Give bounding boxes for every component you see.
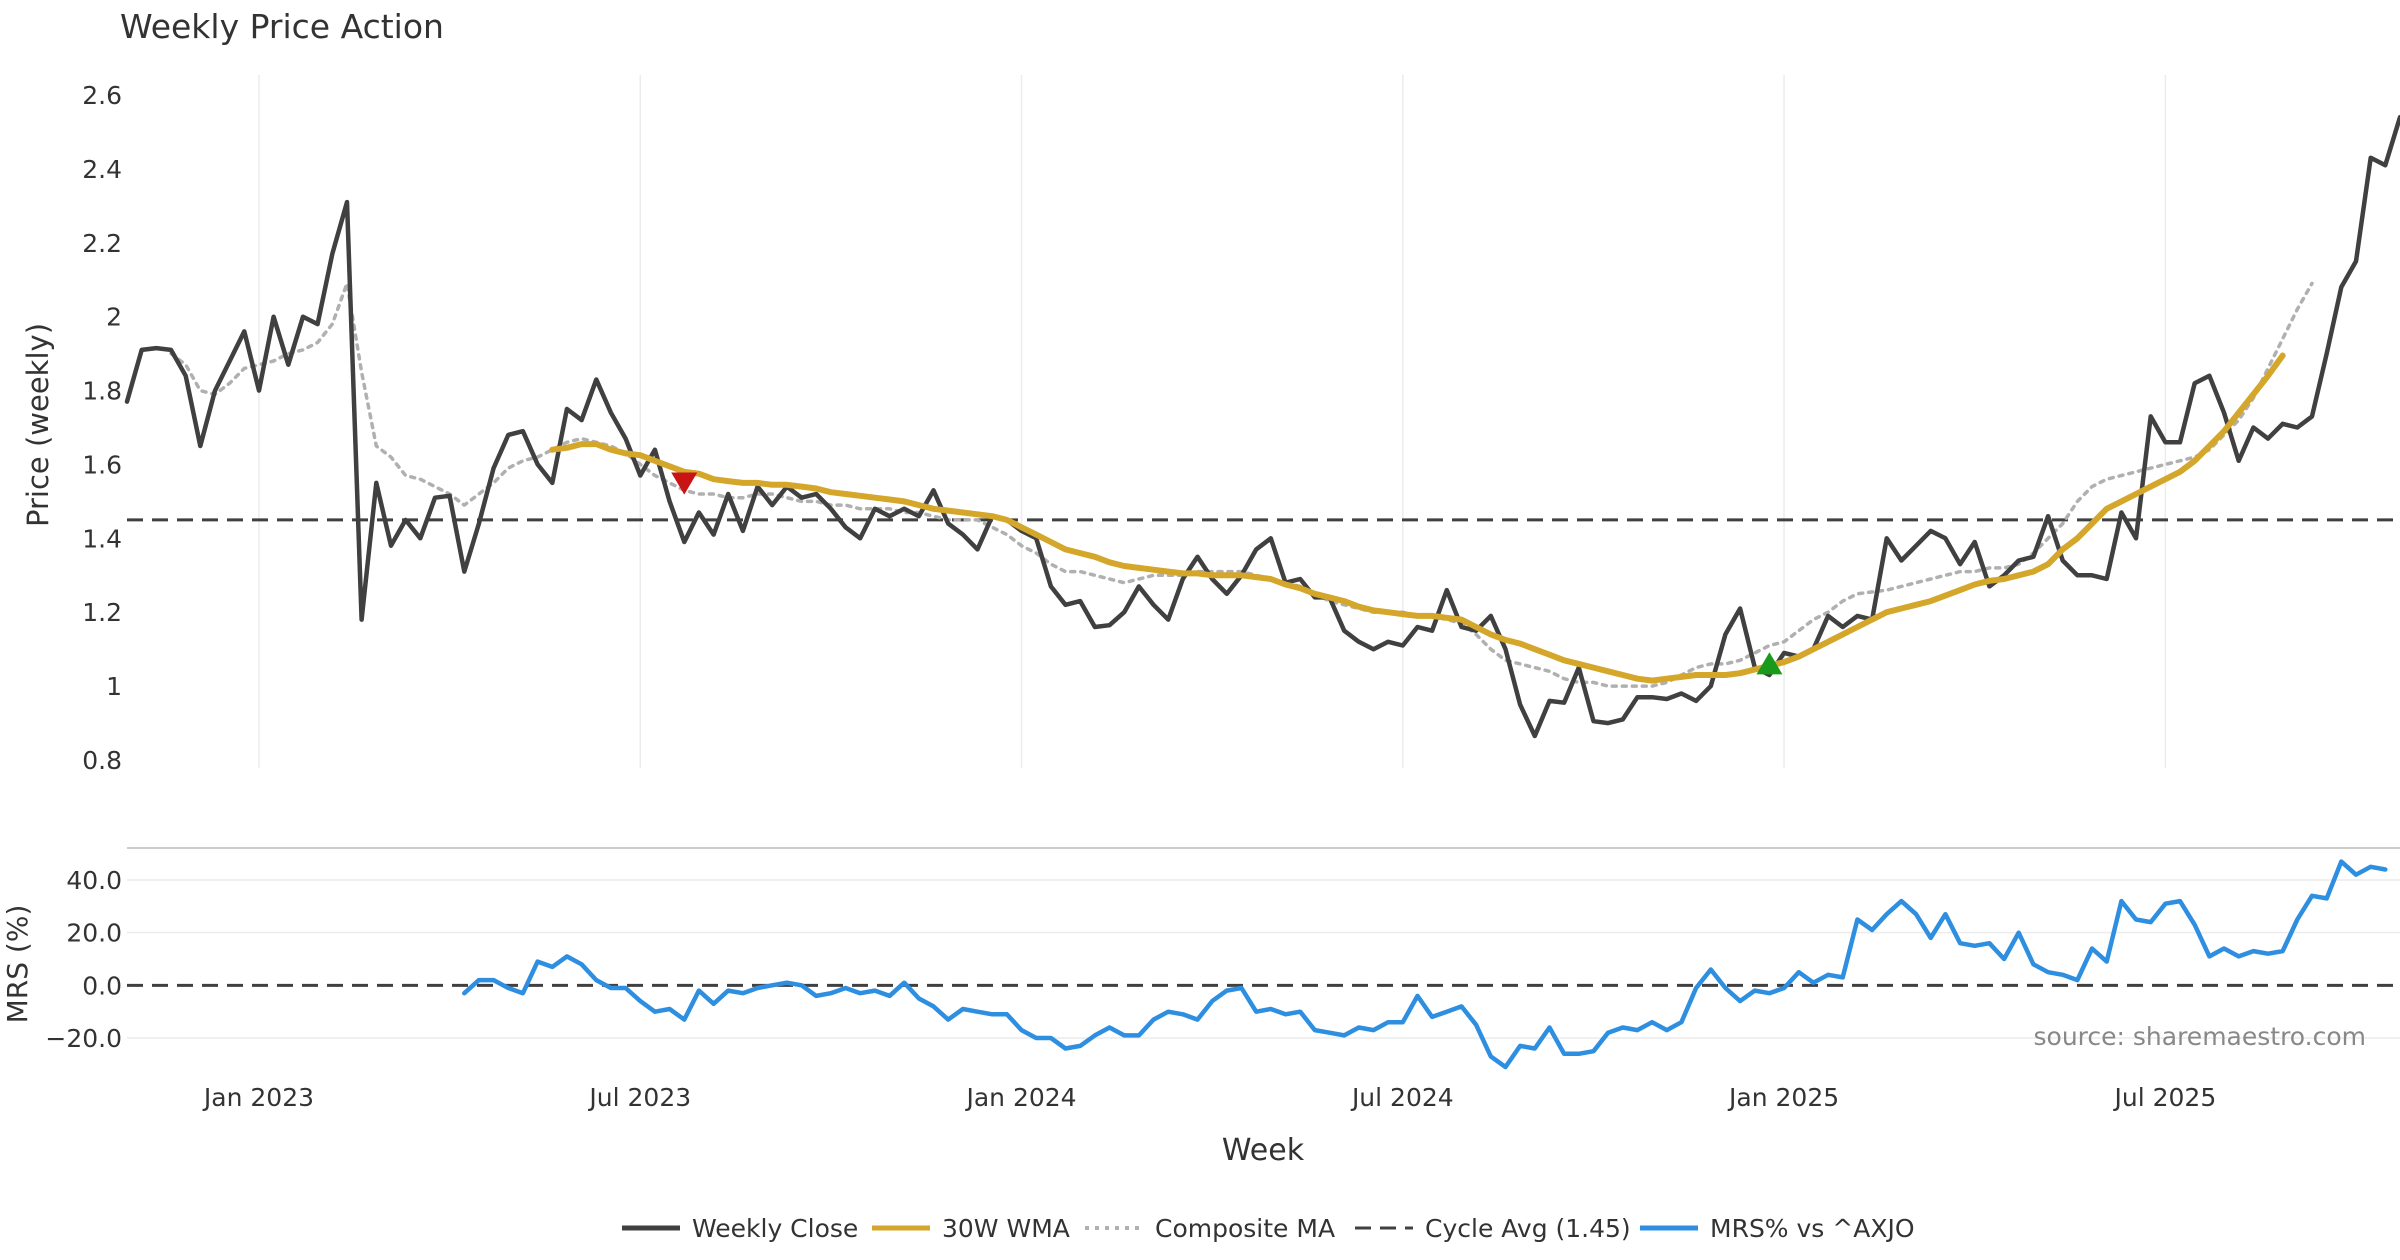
price-y-tick-label: 2.6	[82, 81, 122, 110]
composite-ma-line	[169, 281, 2314, 688]
price-series	[124, 114, 2400, 739]
legend-label-cycle-avg-1-45: Cycle Avg (1.45)	[1425, 1214, 1631, 1243]
30w-wma-line	[549, 352, 2286, 684]
mrs-y-axis-label: MRS (%)	[1, 905, 34, 1024]
chart-title: Weekly Price Action	[120, 7, 444, 46]
x-tick-label: Jan 2024	[964, 1083, 1076, 1112]
legend-label-30w-wma: 30W WMA	[942, 1214, 1070, 1243]
mrs-grid	[127, 879, 2400, 1039]
price-y-tick-label: 1.2	[82, 598, 122, 627]
mrs-y-tick-label: 0.0	[82, 971, 122, 1000]
source-annotation: source: sharemaestro.com	[2034, 1022, 2367, 1051]
x-tick-label: Jul 2024	[1350, 1083, 1454, 1112]
x-tick-label: Jul 2023	[587, 1083, 691, 1112]
price-y-tick-label: 2.4	[82, 155, 122, 184]
price-y-axis: 0.8 1 1.2 1.4 1.6 1.8 2 2.2 2.4 2.6	[82, 81, 122, 775]
price-grid	[258, 75, 2167, 768]
sell-signal-marker	[671, 472, 698, 495]
legend-label-mrs-vs-axjo: MRS% vs ^AXJO	[1710, 1214, 1915, 1243]
buy-signal-marker	[1756, 652, 1783, 675]
price-y-tick-label: 1.8	[82, 377, 122, 406]
legend-label-weekly-close: Weekly Close	[692, 1214, 858, 1243]
mrs-y-tick-label: 40.0	[66, 866, 122, 895]
mrs-y-axis: −20.0 0.0 20.0 40.0	[45, 866, 122, 1053]
signal-markers	[671, 472, 1783, 675]
x-tick-label: Jan 2023	[202, 1083, 314, 1112]
price-y-tick-label: 1.6	[82, 450, 122, 479]
price-y-axis-label: Price (weekly)	[21, 323, 55, 527]
price-y-tick-label: 2	[106, 303, 122, 332]
mrs-line	[462, 859, 2388, 1070]
mrs-y-tick-label: −20.0	[45, 1024, 122, 1053]
legend: Weekly Close 30W WMA Composite MA Cycle Avg…	[622, 1214, 1915, 1243]
mrs-y-tick-label: 20.0	[66, 919, 122, 948]
price-y-tick-label: 1	[106, 672, 122, 701]
price-y-tick-label: 1.4	[82, 524, 122, 553]
x-tick-label: Jul 2025	[2113, 1083, 2217, 1112]
x-axis: Jan 2023 Jul 2023 Jan 2024 Jul 2024 Jan 2025…	[202, 1083, 2216, 1112]
mrs-series	[462, 859, 2388, 1070]
legend-label-composite-ma: Composite MA	[1155, 1214, 1335, 1243]
x-tick-label: Jan 2025	[1727, 1083, 1839, 1112]
weekly-close-line	[124, 114, 2400, 739]
price-y-tick-label: 0.8	[82, 746, 122, 775]
x-axis-label: Week	[1222, 1133, 1305, 1168]
price-y-tick-label: 2.2	[82, 229, 122, 258]
